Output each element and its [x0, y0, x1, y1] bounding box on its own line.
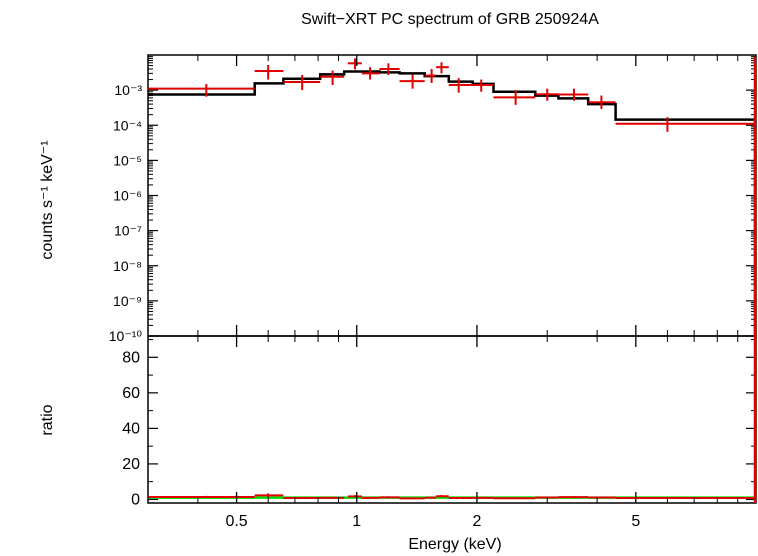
bottom-y-tick-label: 60 — [122, 385, 140, 402]
bottom-y-tick-label: 20 — [122, 456, 140, 473]
bottom-y-tick-label: 80 — [122, 349, 140, 366]
bottom-y-tick-label: 40 — [122, 420, 140, 437]
x-axis-label: Energy (keV) — [408, 536, 501, 553]
top-y-tick-label: 10⁻⁵ — [113, 152, 142, 168]
x-ticks: 0.5 1 2 5 — [147, 55, 739, 530]
top-panel: 10⁻³ 10⁻⁴ 10⁻⁵ 10⁻⁶ 10⁻⁷ 10⁻⁸ 10⁻⁹ 10⁻¹⁰ counts… — [39, 54, 757, 344]
model-step-line — [148, 70, 757, 336]
top-panel-frame — [147, 54, 757, 337]
top-data-points — [148, 58, 756, 132]
bottom-panel: 0 20 40 60 80 ratio — [39, 335, 757, 508]
top-y-tick-label: 10⁻¹⁰ — [109, 328, 143, 344]
top-model-histogram — [148, 70, 757, 336]
bottom-y-ticks: 0 20 40 60 80 — [122, 339, 756, 508]
x-tick-label: 0.5 — [225, 513, 247, 530]
x-tick-label: 2 — [472, 513, 481, 530]
top-y-ticks: 10⁻³ 10⁻⁴ 10⁻⁵ 10⁻⁶ 10⁻⁷ 10⁻⁸ 10⁻⁹ 10⁻¹⁰ — [109, 56, 756, 344]
bottom-data-points — [148, 493, 756, 500]
x-tick-label: 1 — [352, 513, 361, 530]
top-y-tick-label: 10⁻⁴ — [113, 117, 142, 133]
top-y-axis-label: counts s⁻¹ keV⁻¹ — [39, 140, 56, 259]
top-y-tick-label: 10⁻⁷ — [114, 223, 142, 239]
top-y-tick-label: 10⁻⁹ — [113, 293, 142, 309]
bottom-panel-frame — [147, 335, 757, 504]
bottom-y-axis-label: ratio — [39, 404, 56, 435]
top-y-tick-label: 10⁻³ — [114, 82, 142, 98]
x-tick-label: 5 — [631, 513, 640, 530]
top-y-tick-label: 10⁻⁶ — [113, 188, 142, 204]
bottom-y-tick-label: 0 — [131, 491, 140, 508]
top-y-tick-label: 10⁻⁸ — [113, 258, 142, 274]
chart-title: Swift−XRT PC spectrum of GRB 250924A — [301, 11, 599, 28]
